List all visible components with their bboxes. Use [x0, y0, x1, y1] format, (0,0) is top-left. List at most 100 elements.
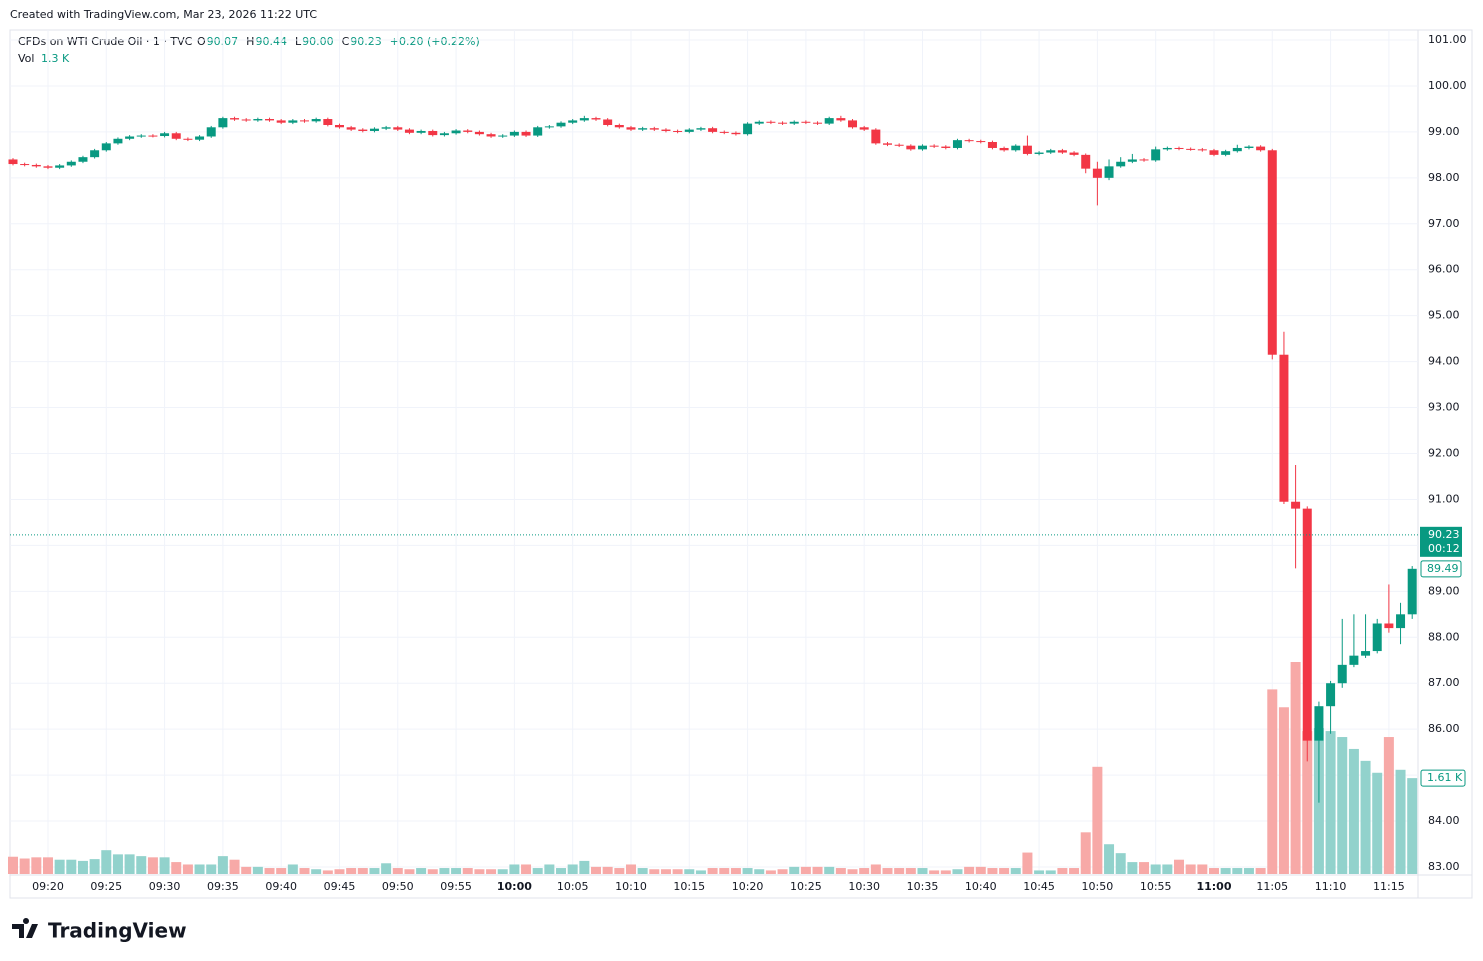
- x-tick-label: 09:40: [265, 880, 297, 893]
- volume-bar: [252, 866, 263, 874]
- x-tick-label: 09:45: [324, 880, 356, 893]
- volume-bar: [532, 868, 543, 874]
- candle-body: [859, 127, 869, 130]
- volume-bar: [591, 866, 601, 874]
- candle-body: [288, 120, 298, 123]
- candle-body: [719, 131, 729, 133]
- volume-bar: [497, 869, 508, 874]
- candle-body: [917, 145, 927, 150]
- candle-body: [206, 127, 216, 137]
- candle-body: [1337, 664, 1347, 684]
- candle-body: [451, 130, 461, 134]
- volume-bar: [1104, 844, 1115, 874]
- y-tick-label: 88.00: [1428, 630, 1460, 643]
- candle-body: [43, 166, 53, 168]
- volume-bar: [66, 859, 77, 874]
- volume-bar: [999, 868, 1010, 874]
- candle-body: [1151, 149, 1161, 161]
- candle-body: [486, 134, 496, 137]
- candle-body: [1302, 508, 1312, 741]
- volume-bar: [77, 860, 88, 874]
- volume-bar: [824, 866, 835, 874]
- volume-bar: [905, 868, 916, 874]
- volume-bar: [1045, 870, 1056, 874]
- candle-body: [1162, 147, 1172, 150]
- chart-frame: [9, 29, 1473, 899]
- candle-body: [1244, 146, 1254, 148]
- volume-bar: [369, 868, 380, 874]
- volume-bar: [614, 868, 625, 874]
- volume-bar: [660, 869, 671, 874]
- volume-bar: [1372, 772, 1383, 874]
- y-tick-label: 86.00: [1428, 722, 1460, 735]
- y-tick-label: 94.00: [1428, 355, 1460, 368]
- candle-body: [171, 133, 181, 139]
- x-tick-label: 10:00: [497, 880, 532, 893]
- volume-bar: [217, 856, 228, 874]
- candle-body: [195, 136, 205, 140]
- candle-body: [1209, 150, 1219, 155]
- x-tick-label: 11:10: [1315, 880, 1347, 893]
- candle-body: [265, 119, 275, 121]
- volume-bar: [136, 856, 147, 874]
- candle-body: [952, 140, 962, 148]
- volume-bar: [637, 868, 648, 874]
- volume-bar: [357, 868, 368, 874]
- volume-bar: [1348, 748, 1359, 874]
- volume-bar: [695, 870, 706, 874]
- candle-body: [626, 127, 636, 130]
- candle-body: [323, 119, 333, 125]
- volume-bar: [451, 868, 462, 874]
- candle-body: [649, 128, 659, 130]
- y-tick-label: 97.00: [1428, 217, 1460, 230]
- volume-bar: [1185, 864, 1196, 874]
- candle-body: [743, 123, 753, 135]
- candle-body: [801, 121, 811, 123]
- candle-body: [813, 122, 823, 124]
- candle-body: [300, 120, 309, 122]
- volume-bar: [544, 864, 555, 874]
- volume-bar: [730, 868, 741, 874]
- x-tick-label: 11:05: [1256, 880, 1288, 893]
- candle-body: [789, 121, 799, 124]
- volume-bar: [1407, 778, 1418, 874]
- volume-bar: [1290, 662, 1301, 874]
- candle-body: [1256, 146, 1266, 151]
- volume-bar: [1383, 737, 1394, 874]
- x-tick-label: 10:25: [790, 880, 822, 893]
- candle-body: [1174, 147, 1184, 149]
- volume-bar: [964, 866, 975, 874]
- x-tick-label: 10:45: [1023, 880, 1055, 893]
- volume-bar: [1139, 862, 1150, 874]
- volume-legend-name: Vol: [18, 52, 34, 65]
- candle-body: [999, 147, 1009, 151]
- candle-body: [964, 140, 974, 142]
- volume-bar: [847, 869, 858, 874]
- y-tick-label: 91.00: [1428, 492, 1460, 505]
- volume-bar: [835, 868, 846, 874]
- candle-body: [404, 129, 414, 133]
- volume-bar: [299, 868, 310, 874]
- candle-body: [684, 129, 694, 132]
- candle-body: [241, 119, 251, 121]
- last-price-badge: [1420, 526, 1462, 557]
- candle-body: [1372, 623, 1382, 652]
- volume-bar: [1337, 737, 1348, 874]
- candle-body: [848, 120, 858, 128]
- candle-body: [439, 133, 449, 136]
- candle-body: [766, 121, 776, 123]
- candle-body: [1349, 655, 1359, 665]
- logo-icon: [12, 918, 38, 938]
- candle-body: [276, 120, 286, 123]
- candle-body: [31, 164, 41, 167]
- volume-bar: [416, 868, 427, 874]
- volume-bar: [287, 864, 298, 874]
- volume-bar: [684, 869, 695, 874]
- candle-body: [836, 118, 846, 121]
- y-tick-label: 99.00: [1428, 125, 1460, 138]
- volume-bar: [8, 856, 18, 874]
- volume-bar: [975, 866, 986, 874]
- candle-body: [591, 118, 601, 120]
- candle-body: [1127, 159, 1137, 162]
